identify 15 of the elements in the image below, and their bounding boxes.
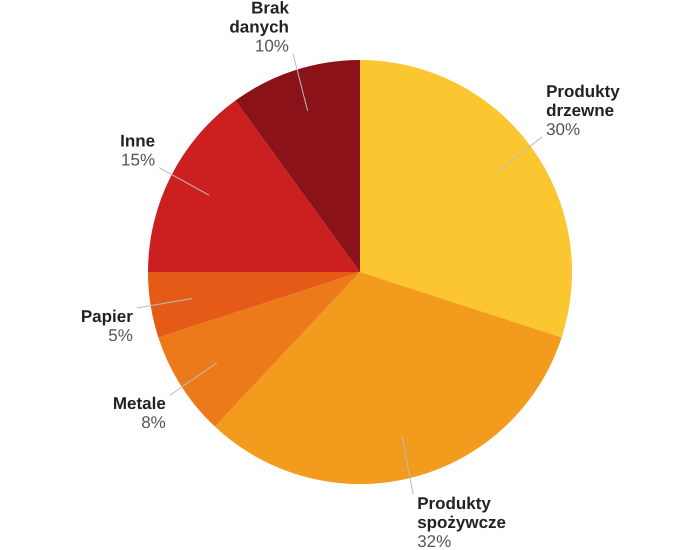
data-label: 15% xyxy=(121,150,156,170)
slice-label: Inne xyxy=(120,132,156,151)
pie-slice xyxy=(235,60,360,272)
pie-slice xyxy=(214,272,562,484)
data-label: 5% xyxy=(108,326,133,345)
data-label: 8% xyxy=(141,413,166,432)
slice-label: Metale xyxy=(112,394,166,414)
data-label: 10% xyxy=(254,36,289,56)
slice-label: Brak danych xyxy=(229,0,290,36)
slice-label: Papier xyxy=(80,306,134,326)
pie-slice xyxy=(148,272,360,338)
slice-label: Produkty spożywcze xyxy=(417,494,506,532)
data-label: 30% xyxy=(546,120,580,139)
data-label: 32% xyxy=(417,532,452,550)
slice-label: Produkty drzewne xyxy=(546,82,620,120)
